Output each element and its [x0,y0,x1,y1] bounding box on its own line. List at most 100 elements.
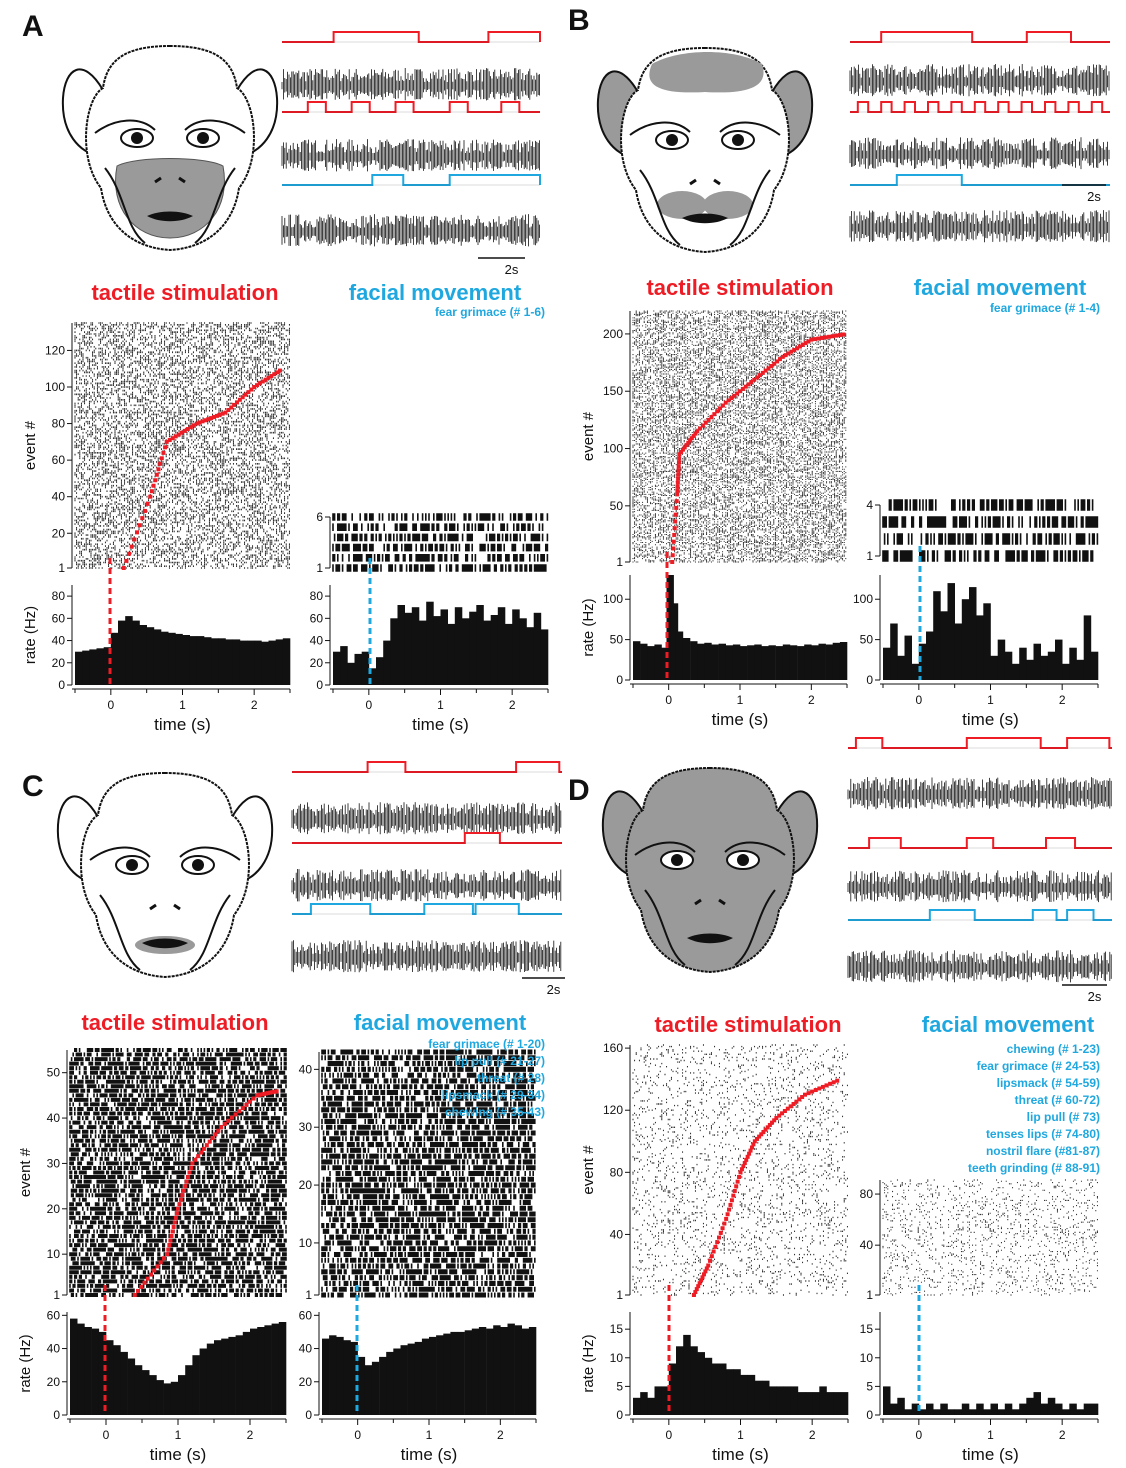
sorted-event-marker [173,1215,178,1220]
raster-row [74,409,289,412]
histogram-bar [192,1355,200,1415]
raster-row [686,1120,812,1122]
histogram-bar [221,1338,229,1415]
raster-row [632,429,847,431]
raster-row [635,318,845,320]
sorted-event-marker [188,1165,193,1170]
sorted-event-marker [260,379,265,384]
raster-row [82,494,290,496]
histogram-bar [897,1397,905,1415]
raster-row [635,1131,848,1133]
raster-row [632,508,847,510]
raster-row [632,561,839,563]
sorted-event-marker [676,472,681,477]
histogram-bar [805,1392,813,1415]
x-tick-label: 1 [426,1428,433,1442]
sorted-event-marker [789,349,794,354]
sorted-event-marker [701,1272,706,1277]
sorted-event-marker [149,489,154,494]
histogram-bar [976,615,984,680]
trace-group-d: 2s [847,737,1112,1004]
spike-trace [291,940,562,973]
x-tick-label: 0 [107,698,114,712]
sorted-event-marker [204,1143,209,1148]
raster-row [924,1242,1097,1244]
raster-row [632,1289,837,1291]
raster-row [637,1179,847,1181]
raster-row [321,1055,536,1061]
histogram-bar [457,1331,465,1415]
raster-row [634,465,837,467]
histogram-bar [142,1370,150,1415]
rate-tick-label: 0 [305,1408,312,1422]
stimulus-step-trace [850,31,1110,43]
sorted-event-marker [671,546,676,551]
histogram-bar [469,611,477,685]
raster-row [634,553,840,555]
histogram-bar [690,641,698,680]
sorted-event-marker [673,519,678,524]
raster-row [648,1045,816,1048]
raster-row [632,399,845,401]
raster-row [638,528,847,530]
histogram-bar [235,1335,244,1415]
raster-row [635,405,844,407]
raster-row [76,442,290,445]
raster-row [645,1126,845,1128]
histogram-bar [969,587,977,680]
histogram-bar [1012,663,1020,680]
histogram-bar [1083,1403,1092,1415]
sorted-event-marker [696,1284,701,1289]
sorted-event-marker [206,417,211,422]
raster-row [74,355,273,357]
raster-row [321,1095,536,1101]
sorted-event-marker [824,1083,829,1088]
raster-row [634,523,847,525]
legend-entry: lipsmack (# 29-34) [442,1088,545,1102]
raster-row [70,1256,287,1261]
sorted-event-marker [142,1280,147,1285]
rate-tick-label: 0 [616,673,623,687]
x-tick-label: 1 [179,698,186,712]
histogram-bar [904,1409,912,1415]
raster-row [632,512,847,514]
histogram-bar [654,644,662,680]
raster-row [632,372,840,374]
raster-row [74,393,287,396]
sorted-event-marker [700,423,705,428]
raster-row [634,403,847,405]
raster-tick-label: 60 [52,453,66,467]
raster-row [669,1240,847,1242]
histogram-bar [768,645,776,680]
sorted-event-marker [243,392,248,397]
histogram-bar [110,632,119,685]
raster-row [74,356,287,359]
raster-row [79,450,290,452]
raster-row [74,406,287,408]
raster-row [322,1130,536,1136]
x-tick-label: 1 [737,1428,744,1442]
sorted-event-marker [699,1278,704,1283]
raster-row [634,464,839,466]
raster-row [667,1050,839,1052]
histogram-bar [1040,655,1049,680]
raster-row [76,554,286,556]
raster-row [69,1211,287,1216]
raster-row [632,417,847,419]
raster-row [648,1087,821,1090]
sorted-event-marker [207,1139,212,1144]
raster-row [322,1275,534,1281]
sorted-event-marker [720,403,725,408]
sorted-event-marker [817,1086,822,1091]
stimulus-step-trace [292,903,562,915]
histogram-bar [1062,663,1070,680]
rate-tick-label: 15 [610,1322,624,1336]
raster-row [634,461,840,463]
raster-row [321,1292,534,1298]
raster-row [634,493,847,495]
raster-row [637,1267,842,1270]
x-axis-label: time (s) [150,1445,207,1464]
histogram-bar [393,1348,401,1415]
raster-tick-label: 200 [603,327,623,341]
sorted-event-marker [272,372,277,377]
